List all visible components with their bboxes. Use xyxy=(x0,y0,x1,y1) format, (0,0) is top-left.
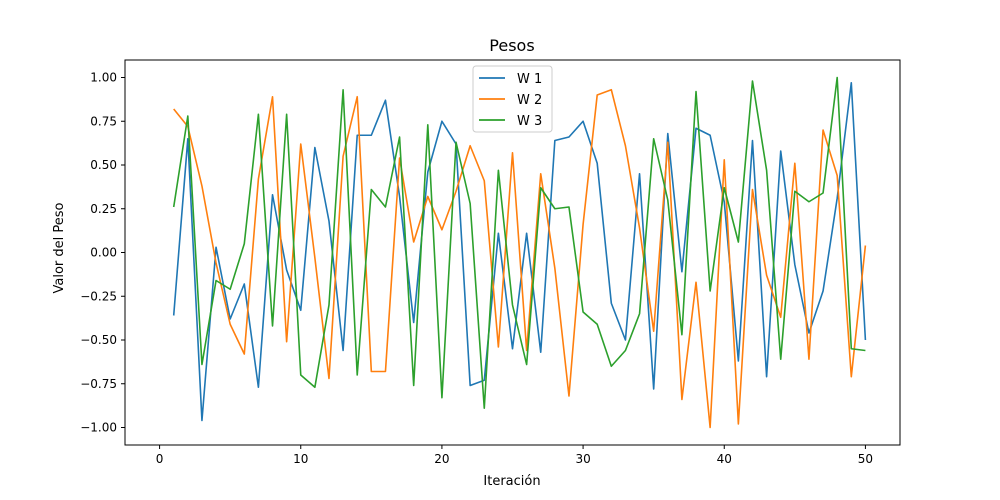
legend-box xyxy=(472,65,553,133)
y-tick-label: −0.75 xyxy=(80,377,117,391)
y-tick-label: 0.75 xyxy=(90,114,117,128)
legend-label-w1: W 1 xyxy=(517,72,542,87)
x-tick-label: 0 xyxy=(156,452,164,466)
legend-label-w2: W 2 xyxy=(517,93,542,108)
y-tick-label: 0.00 xyxy=(90,246,117,260)
y-tick-label: −1.00 xyxy=(80,421,117,435)
series-line-w2 xyxy=(173,88,867,429)
x-tick-label: 50 xyxy=(858,452,873,466)
legend: W 1 W 2 W 3 xyxy=(472,65,553,133)
legend-label-w3: W 3 xyxy=(517,114,542,129)
y-tick-label: 0.25 xyxy=(90,202,117,216)
x-tick-label: 20 xyxy=(434,452,449,466)
y-tick-label: 0.50 xyxy=(90,158,117,172)
x-tick-label: 10 xyxy=(293,452,308,466)
plot-area: 0 10 20 30 40 50 −1.00 −0.75 −0.50 −0.25 0.00 0.25 0… xyxy=(80,59,901,466)
series-line-w3 xyxy=(172,76,866,410)
x-axis-label: Iteración xyxy=(483,474,540,489)
chart-title: Pesos xyxy=(489,36,534,55)
y-tick-label: −0.25 xyxy=(80,289,117,303)
x-tick-label: 40 xyxy=(717,452,732,466)
y-axis-label: Valor del Peso xyxy=(52,202,67,293)
series-line-w1 xyxy=(172,81,867,422)
y-tick-label: 1.00 xyxy=(90,71,117,85)
x-tick-label: 30 xyxy=(575,452,590,466)
y-tick-label: −0.50 xyxy=(80,333,117,347)
